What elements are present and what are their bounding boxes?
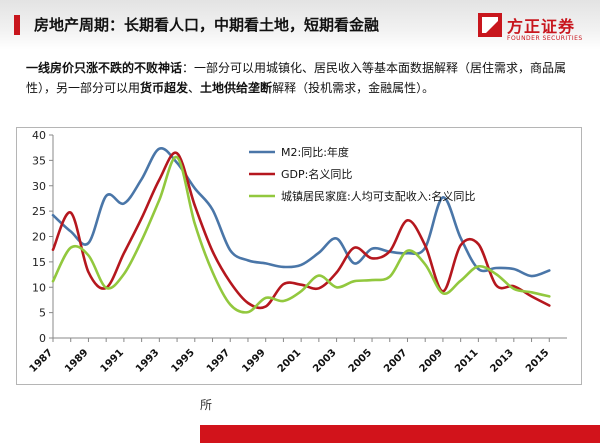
y-tick-label: 35 bbox=[32, 154, 46, 167]
legend-label-2: GDP:名义同比 bbox=[281, 167, 352, 181]
chart-panel: 0 5 10 15 20 25 30 35 40 1987 1989 1991 1993 1995 1997… bbox=[16, 127, 582, 385]
summary-part1: ：一部分可以用城镇化、居民收入等基本面数据解释（居住需求，商品属性），另一部分可… bbox=[26, 61, 567, 95]
series-line-2 bbox=[51, 151, 551, 310]
y-tick-label: 5 bbox=[39, 307, 46, 320]
page-title: 房地产周期：长期看人口，中期看土地，短期看金融 bbox=[34, 16, 380, 34]
x-tick-label: 2015 bbox=[524, 347, 551, 374]
x-tick-label: 2007 bbox=[382, 347, 409, 374]
line-chart: 0 5 10 15 20 25 30 35 40 1987 1989 1991 1993 1995 1997… bbox=[28, 129, 567, 375]
y-tick-label: 25 bbox=[32, 205, 46, 218]
x-tick-label: 2011 bbox=[453, 347, 480, 374]
series-line-1 bbox=[51, 146, 551, 278]
title-accent bbox=[14, 15, 20, 35]
series-line-3 bbox=[51, 155, 551, 314]
summary-part2: 解释（投机需求，金融属性）。 bbox=[272, 81, 435, 95]
summary-lead-bold: 一线房价只涨不跌的不败神话 bbox=[26, 61, 183, 75]
logo-en: FOUNDER SECURITIES bbox=[507, 35, 583, 42]
y-tick-label: 10 bbox=[32, 281, 46, 294]
x-tick-label: 1989 bbox=[63, 347, 90, 374]
x-tick-label: 2013 bbox=[488, 347, 515, 374]
x-tick-label: 2005 bbox=[347, 347, 374, 374]
x-tick-label: 2001 bbox=[276, 347, 303, 374]
y-tick-label: 30 bbox=[32, 180, 46, 193]
x-tick-label: 1995 bbox=[169, 347, 196, 374]
x-tick-label: 2003 bbox=[311, 347, 338, 374]
legend-label-3: 城镇居民家庭:人均可支配收入:名义同比 bbox=[281, 189, 475, 203]
y-tick-label: 15 bbox=[32, 256, 46, 269]
source-footnote: 所 bbox=[200, 398, 213, 412]
summary-bold-money: 货币超发 bbox=[140, 81, 189, 95]
x-tick-label: 1999 bbox=[240, 347, 267, 374]
x-tick-label: 1993 bbox=[134, 347, 161, 374]
x-tick-label: 1997 bbox=[205, 347, 232, 374]
x-tick-label: 2009 bbox=[418, 347, 445, 374]
logo-name: 方正证券 bbox=[507, 17, 576, 36]
y-tick-label: 40 bbox=[32, 129, 46, 142]
summary-text: 一线房价只涨不跌的不败神话：一部分可以用城镇化、居民收入等基本面数据解释（居住需… bbox=[26, 58, 586, 98]
x-tick-label: 1991 bbox=[99, 347, 126, 374]
summary-sep: 、 bbox=[188, 81, 201, 95]
company-logo: 方正证券 FOUNDER SECURITIES bbox=[478, 13, 590, 45]
summary-bold-land: 土地供给垄断 bbox=[200, 81, 273, 95]
y-tick-label: 20 bbox=[32, 231, 46, 244]
footer-bar bbox=[200, 425, 600, 443]
y-tick-label: 0 bbox=[39, 332, 46, 345]
legend-label-1: M2:同比:年度 bbox=[281, 145, 349, 159]
x-tick-label: 1987 bbox=[28, 347, 55, 374]
logo-mark-icon bbox=[478, 13, 502, 37]
